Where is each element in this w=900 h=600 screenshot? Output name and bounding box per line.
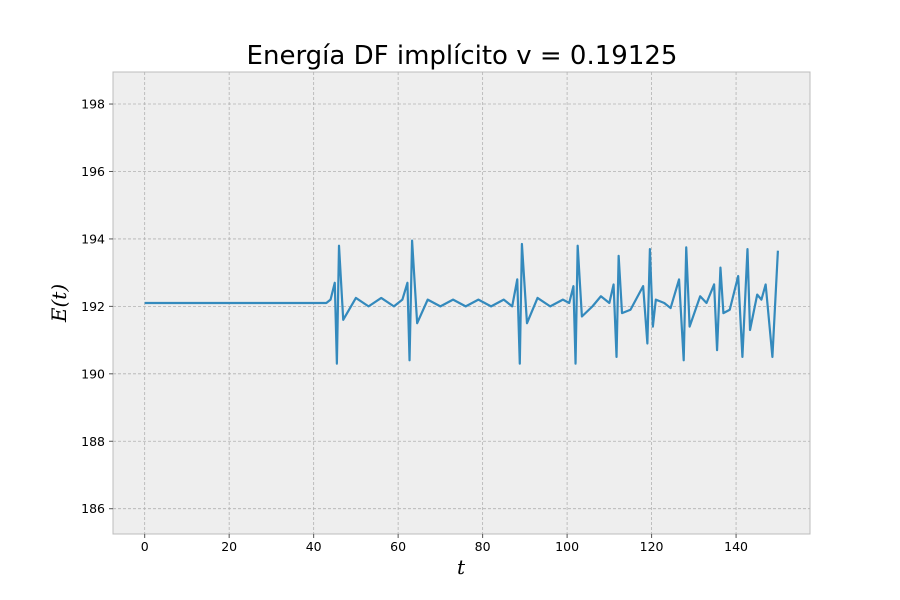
x-tick-label: 100 <box>555 539 579 554</box>
x-tick-label: 40 <box>306 539 322 554</box>
y-tick-label: 198 <box>81 97 105 112</box>
y-axis-label: E(t) <box>47 284 71 323</box>
chart-title: Energía DF implícito v = 0.19125 <box>247 41 678 71</box>
x-tick-label: 120 <box>640 539 664 554</box>
y-tick-label: 192 <box>81 299 105 314</box>
x-tick-label: 60 <box>390 539 406 554</box>
data-line <box>144 239 779 365</box>
y-tick-label: 190 <box>81 366 105 381</box>
x-tick-label: 80 <box>475 539 491 554</box>
y-tick-label: 188 <box>81 434 105 449</box>
x-axis-label: t <box>457 555 466 579</box>
y-tick-label: 194 <box>81 231 105 246</box>
y-tick-label: 196 <box>81 164 105 179</box>
x-tick-label: 140 <box>724 539 748 554</box>
x-tick-label: 20 <box>221 539 237 554</box>
y-tick-label: 186 <box>81 501 105 516</box>
x-tick-label: 0 <box>141 539 149 554</box>
